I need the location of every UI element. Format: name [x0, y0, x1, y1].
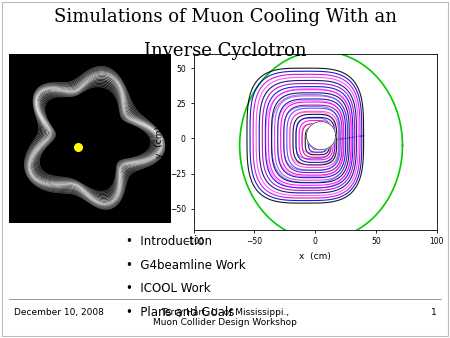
Text: 1: 1	[431, 308, 436, 317]
Y-axis label: y  (cm): y (cm)	[155, 126, 164, 158]
Text: •  Introduction: • Introduction	[126, 235, 212, 248]
Text: Inverse Cyclotron: Inverse Cyclotron	[144, 42, 306, 60]
X-axis label: x  (cm): x (cm)	[299, 252, 331, 261]
Polygon shape	[306, 122, 336, 150]
Text: •  ICOOL Work: • ICOOL Work	[126, 282, 211, 295]
Text: Terry Hart, U. of Mississippi.,
Muon Collider Design Workshop: Terry Hart, U. of Mississippi., Muon Col…	[153, 308, 297, 327]
Text: •  G4beamline Work: • G4beamline Work	[126, 259, 246, 271]
Text: •  Plans and Goals: • Plans and Goals	[126, 306, 234, 319]
Text: Simulations of Muon Cooling With an: Simulations of Muon Cooling With an	[54, 8, 396, 26]
Text: December 10, 2008: December 10, 2008	[14, 308, 104, 317]
